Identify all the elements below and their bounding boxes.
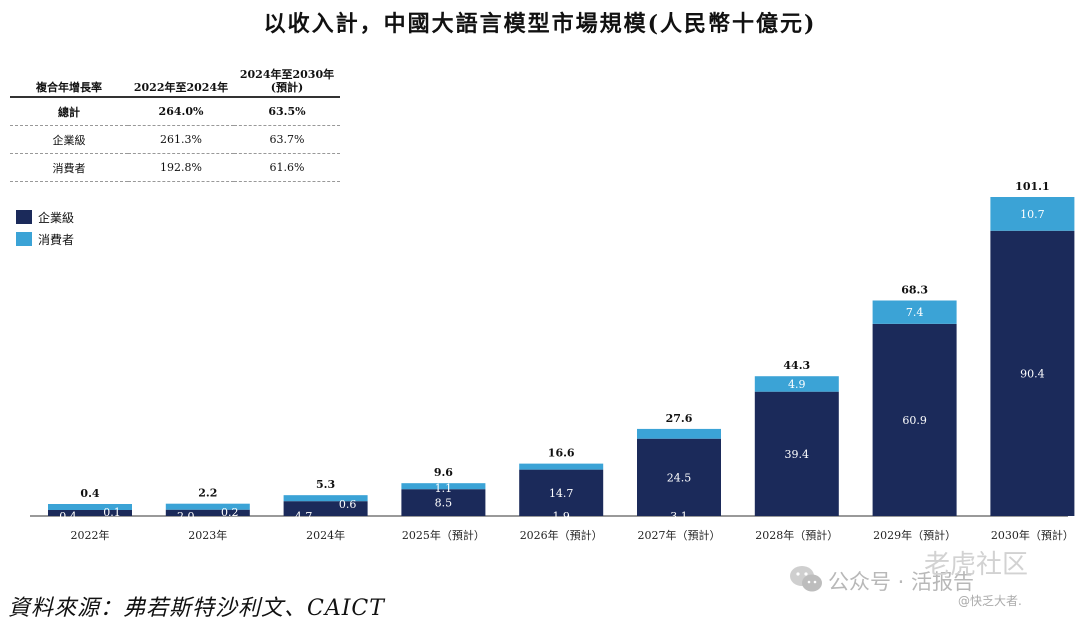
watermark-handle: @快乏大者. xyxy=(958,594,1022,608)
cagr-row-value: 264.0% xyxy=(128,97,234,126)
data-label-enterprise: 90.4 xyxy=(1020,367,1045,380)
cagr-row-label: 總計 xyxy=(10,97,128,126)
data-label-consumer: 0.6 xyxy=(339,498,357,511)
legend: 企業級 消費者 xyxy=(16,206,74,250)
bar-consumer xyxy=(754,376,839,392)
cagr-header-label: 複合年增長率 xyxy=(10,66,128,98)
cagr-header-period-2-note: (預計) xyxy=(270,81,304,94)
data-label-consumer: 7.4 xyxy=(906,306,924,319)
bar-enterprise xyxy=(401,489,486,516)
bar-consumer xyxy=(519,463,604,470)
bar-consumer xyxy=(283,495,368,502)
bar-consumer xyxy=(637,428,721,439)
data-label-enterprise: 60.9 xyxy=(902,414,927,427)
bar-enterprise xyxy=(519,469,604,516)
total-label: 2.2 xyxy=(198,487,217,500)
x-tick-label: 2026年（預計） xyxy=(520,528,603,542)
bar-consumer xyxy=(872,300,957,324)
bar-consumer xyxy=(165,503,250,510)
legend-item-enterprise: 企業級 xyxy=(16,206,74,228)
data-label-consumer: 0.2 xyxy=(221,506,239,519)
cagr-row-value: 61.6% xyxy=(234,153,340,182)
cagr-table: 複合年增長率 2022年至2024年 2024年至2030年 (預計) 總計 2… xyxy=(10,66,340,182)
x-tick-label: 2025年（預計） xyxy=(402,528,485,542)
data-label-enterprise: 0.4 xyxy=(59,510,77,523)
cagr-header-period-1: 2022年至2024年 xyxy=(128,66,234,98)
watermark-account: 公众号 · 活报告 xyxy=(828,570,975,594)
cagr-row-value: 192.8% xyxy=(128,153,234,182)
legend-label-consumer: 消費者 xyxy=(38,232,75,247)
data-label-enterprise: 14.7 xyxy=(549,487,574,500)
x-tick-label: 2028年（預計） xyxy=(755,528,838,542)
legend-swatch-consumer xyxy=(16,232,32,246)
bar-consumer xyxy=(401,483,486,490)
total-label: 27.6 xyxy=(666,412,693,425)
x-tick-label: 2030年（預計） xyxy=(991,528,1074,542)
cagr-row-consumer: 消費者 192.8% 61.6% xyxy=(10,153,340,182)
data-label-enterprise: 24.5 xyxy=(667,471,692,484)
x-tick-label: 2023年 xyxy=(188,528,227,542)
cagr-row-label: 企業級 xyxy=(10,125,128,154)
total-label: 16.6 xyxy=(548,447,575,460)
stacked-bar-chart: 0.4 0.1 0.4 2022年 2.0 0.2 2.2 2023年 4.7 0.6 5.3 202… xyxy=(30,180,1075,542)
data-label-enterprise: 2.0 xyxy=(177,510,195,523)
cagr-row-value: 261.3% xyxy=(128,125,234,154)
x-tick-label: 2029年（預計） xyxy=(873,528,956,542)
bar-enterprise xyxy=(872,323,957,516)
x-tick-label: 2022年 xyxy=(71,528,110,542)
bar-enterprise xyxy=(637,438,721,516)
data-label-consumer: 3.1 xyxy=(670,510,688,523)
bar-consumer xyxy=(48,504,132,510)
x-tick-label: 2024年 xyxy=(306,528,345,542)
data-label-consumer: 10.7 xyxy=(1020,208,1045,221)
data-label-enterprise: 8.5 xyxy=(435,497,453,510)
cagr-row-value: 63.7% xyxy=(234,125,340,154)
total-label: 68.3 xyxy=(901,283,928,296)
bar-enterprise xyxy=(48,510,132,516)
total-label: 5.3 xyxy=(316,478,335,491)
cagr-row-total: 總計 264.0% 63.5% xyxy=(10,97,340,126)
data-label-consumer: 1.1 xyxy=(435,482,453,495)
legend-item-consumer: 消費者 xyxy=(16,228,74,250)
cagr-row-value: 63.5% xyxy=(234,97,340,126)
total-label: 0.4 xyxy=(80,487,99,500)
cagr-row-enterprise: 企業級 261.3% 63.7% xyxy=(10,125,340,154)
legend-swatch-enterprise xyxy=(16,210,32,224)
total-label: 44.3 xyxy=(783,359,810,372)
cagr-header-period-2-range: 2024年至2030年 xyxy=(239,68,335,81)
cagr-header-period-2: 2024年至2030年 (預計) xyxy=(234,66,340,98)
bar-consumer xyxy=(990,197,1075,231)
watermark-brand: 老虎社区 xyxy=(924,550,1029,580)
cagr-header-row: 複合年增長率 2022年至2024年 2024年至2030年 (預計) xyxy=(10,66,340,98)
legend-label-enterprise: 企業級 xyxy=(38,210,75,225)
bar-enterprise xyxy=(754,391,839,516)
data-label-consumer: 0.1 xyxy=(103,506,121,519)
data-label-consumer: 1.9 xyxy=(552,510,570,523)
bar-enterprise xyxy=(283,501,368,516)
total-label: 9.6 xyxy=(434,466,453,479)
bar-enterprise xyxy=(990,230,1075,516)
cagr-row-label: 消費者 xyxy=(10,153,128,182)
source-note: 資料來源：弗若斯特沙利文、CAICT xyxy=(8,596,385,621)
watermark: 公众号 · 活报告 老虎社区 @快乏大者. xyxy=(788,548,1078,618)
total-label: 101.1 xyxy=(1015,180,1049,193)
data-label-consumer: 4.9 xyxy=(788,378,806,391)
bar-enterprise xyxy=(165,509,250,516)
data-label-enterprise: 4.7 xyxy=(295,510,313,523)
chart-title: 以收入計，中國大語言模型市場規模(人民幣十億元) xyxy=(263,11,817,37)
wechat-icon xyxy=(790,566,822,592)
x-tick-label: 2027年（預計） xyxy=(638,528,721,542)
data-label-enterprise: 39.4 xyxy=(785,448,810,461)
